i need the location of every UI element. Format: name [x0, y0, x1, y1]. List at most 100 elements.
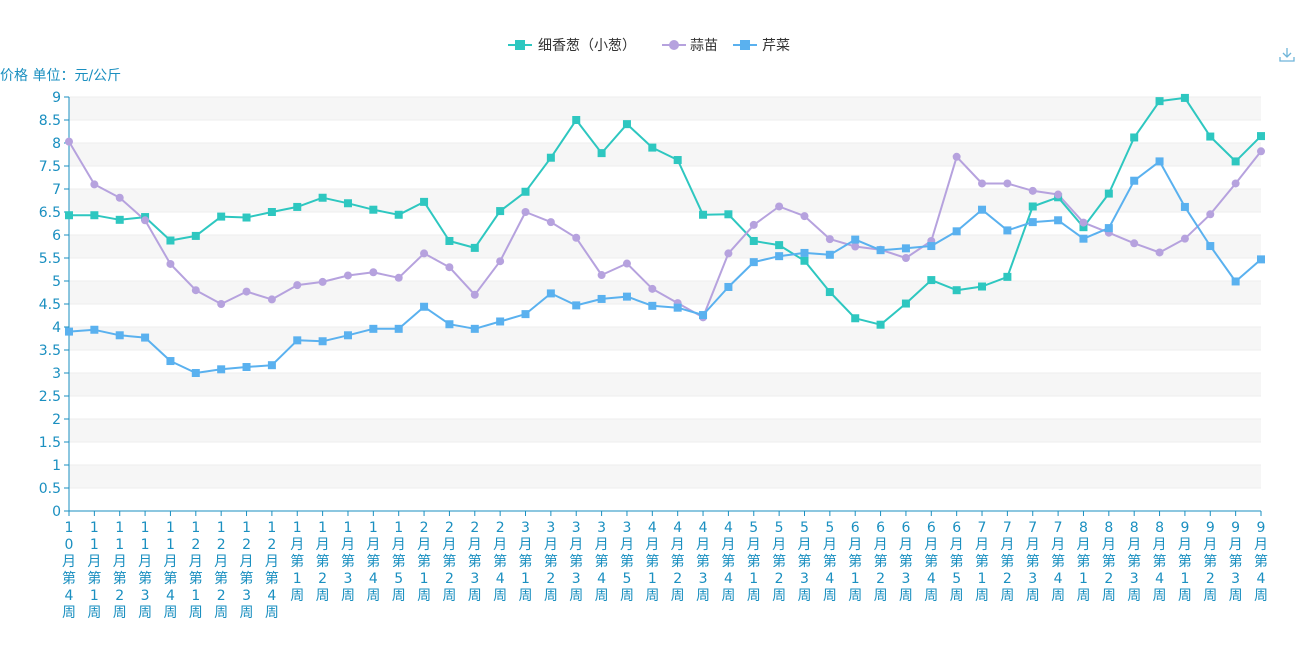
series-2-point[interactable] [318, 337, 327, 346]
series-1-point[interactable] [1206, 210, 1215, 219]
series-0-point[interactable] [978, 282, 987, 291]
series-2-point[interactable] [851, 235, 860, 244]
series-2-point[interactable] [293, 336, 302, 345]
series-0-point[interactable] [597, 149, 606, 158]
series-2-point[interactable] [1206, 242, 1215, 251]
series-2-point[interactable] [800, 248, 809, 257]
series-0-point[interactable] [673, 156, 682, 165]
series-0-point[interactable] [1231, 157, 1240, 166]
series-1-point[interactable] [369, 268, 378, 277]
series-0-point[interactable] [369, 205, 378, 214]
series-0-point[interactable] [749, 236, 758, 245]
series-0-point[interactable] [496, 207, 505, 216]
series-0-point[interactable] [1180, 93, 1189, 102]
series-2-point[interactable] [369, 324, 378, 333]
series-1-point[interactable] [1028, 186, 1037, 195]
series-2-point[interactable] [115, 331, 124, 340]
series-1-point[interactable] [166, 259, 175, 268]
series-2-point[interactable] [420, 302, 429, 311]
legend-item-2[interactable]: 芹菜 [733, 38, 790, 54]
series-0-point[interactable] [470, 243, 479, 252]
series-0-point[interactable] [1257, 132, 1265, 141]
series-1-point[interactable] [978, 179, 987, 188]
series-1-point[interactable] [394, 273, 403, 282]
series-2-point[interactable] [648, 301, 657, 310]
series-1-point[interactable] [1257, 147, 1265, 156]
series-1-point[interactable] [470, 290, 479, 299]
series-0-point[interactable] [1155, 97, 1164, 106]
series-2-point[interactable] [394, 324, 403, 333]
series-2-point[interactable] [267, 361, 276, 370]
series-2-point[interactable] [901, 244, 910, 253]
series-1-point[interactable] [1155, 248, 1164, 257]
series-1-point[interactable] [293, 281, 302, 290]
series-2-point[interactable] [496, 317, 505, 326]
series-1-point[interactable] [851, 242, 860, 251]
series-1-point[interactable] [1079, 218, 1088, 227]
series-2-point[interactable] [1028, 218, 1037, 227]
series-1-point[interactable] [724, 249, 733, 258]
series-0-point[interactable] [800, 256, 809, 265]
series-2-point[interactable] [572, 301, 581, 310]
series-1-point[interactable] [90, 180, 99, 189]
series-0-point[interactable] [65, 211, 73, 220]
series-1-point[interactable] [901, 254, 910, 262]
series-0-point[interactable] [1079, 223, 1088, 232]
series-2-point[interactable] [191, 369, 200, 377]
series-0-point[interactable] [1028, 202, 1037, 211]
series-1-point[interactable] [952, 152, 961, 161]
series-0-point[interactable] [90, 211, 99, 220]
series-2-point[interactable] [1130, 176, 1139, 185]
series-1-point[interactable] [546, 218, 555, 227]
series-2-point[interactable] [521, 310, 530, 319]
series-2-point[interactable] [1003, 226, 1012, 235]
series-1-point[interactable] [1003, 179, 1012, 188]
series-0-point[interactable] [394, 210, 403, 219]
series-1-point[interactable] [775, 202, 784, 211]
series-0-point[interactable] [166, 236, 175, 245]
series-0-point[interactable] [699, 210, 708, 219]
series-0-point[interactable] [191, 231, 200, 240]
legend-item-0[interactable]: 细香葱（小葱） [508, 38, 636, 54]
series-2-point[interactable] [927, 242, 936, 251]
series-0-point[interactable] [521, 187, 530, 196]
series-0-point[interactable] [775, 241, 784, 250]
series-0-point[interactable] [343, 199, 352, 208]
legend-item-1[interactable]: 蒜苗 [662, 38, 718, 54]
series-0-point[interactable] [572, 116, 581, 124]
series-1-point[interactable] [115, 193, 124, 202]
series-1-point[interactable] [242, 287, 251, 296]
series-0-point[interactable] [1206, 132, 1215, 141]
series-2-point[interactable] [343, 331, 352, 340]
series-0-point[interactable] [1104, 189, 1113, 198]
series-0-point[interactable] [318, 193, 327, 202]
series-1-point[interactable] [420, 249, 429, 258]
series-2-point[interactable] [978, 205, 987, 214]
series-1-point[interactable] [622, 259, 631, 268]
series-2-point[interactable] [445, 320, 454, 329]
series-1-point[interactable] [521, 208, 530, 216]
series-2-point[interactable] [673, 303, 682, 312]
series-1-point[interactable] [572, 233, 581, 242]
series-1-point[interactable] [1130, 239, 1139, 248]
series-1-point[interactable] [749, 220, 758, 229]
series-1-point[interactable] [191, 286, 200, 295]
series-0-point[interactable] [267, 208, 276, 216]
series-1-point[interactable] [267, 295, 276, 304]
series-0-point[interactable] [115, 215, 124, 224]
series-0-point[interactable] [851, 314, 860, 323]
series-2-point[interactable] [597, 294, 606, 303]
series-2-point[interactable] [1180, 202, 1189, 211]
series-2-point[interactable] [724, 282, 733, 291]
series-1-point[interactable] [141, 216, 150, 225]
series-1-point[interactable] [800, 212, 809, 221]
series-0-point[interactable] [242, 213, 251, 222]
series-2-point[interactable] [1231, 277, 1240, 286]
series-2-point[interactable] [470, 324, 479, 333]
series-1-point[interactable] [343, 271, 352, 280]
series-2-point[interactable] [622, 292, 631, 301]
series-1-point[interactable] [1180, 234, 1189, 243]
series-0-point[interactable] [546, 153, 555, 162]
series-0-point[interactable] [217, 212, 226, 221]
series-2-point[interactable] [90, 325, 99, 334]
